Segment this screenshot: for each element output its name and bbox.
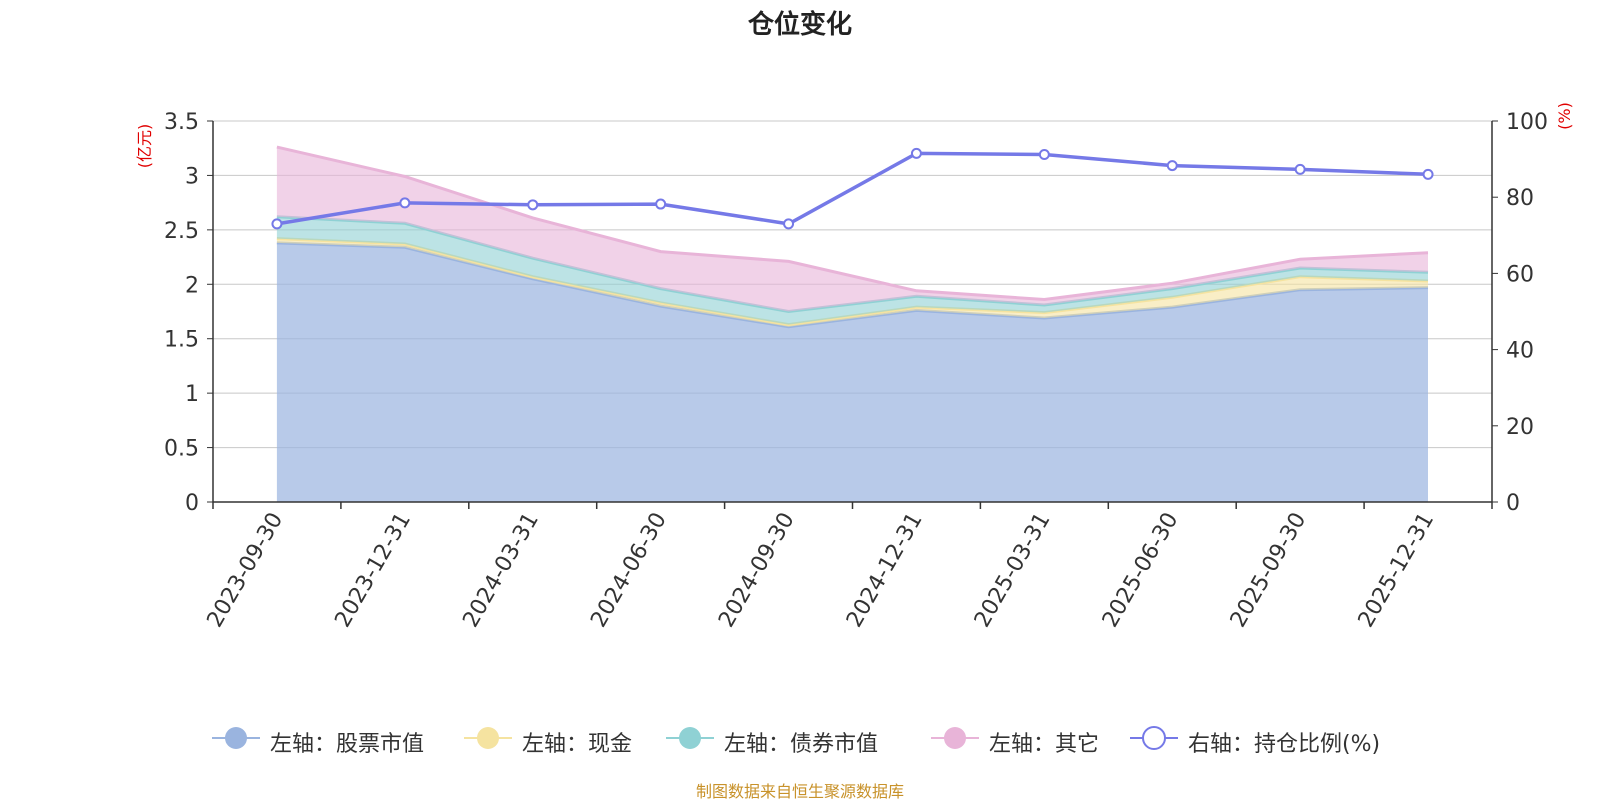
legend-swatch-icon xyxy=(212,727,260,749)
holding-ratio-point xyxy=(1294,163,1306,175)
area-series-2 xyxy=(276,216,1428,325)
legend-label: 左轴：其它 xyxy=(989,732,1100,757)
right-axis-tick-label: 0 xyxy=(1506,491,1520,516)
legend-label: 左轴：债券市值 xyxy=(724,732,879,757)
chart-title: 仓位变化 xyxy=(747,10,852,40)
holding-ratio-point xyxy=(910,147,922,159)
legend-swatch-icon xyxy=(666,727,714,749)
area-series-1 xyxy=(276,238,1428,327)
x-axis-tick-label: 2025-12-31 xyxy=(1354,509,1440,632)
area-series-0 xyxy=(276,242,1428,502)
legend-label: 右轴：持仓比例(%) xyxy=(1188,732,1381,757)
x-axis-tick-label: 2025-03-31 xyxy=(970,509,1056,632)
x-axis-tick-label: 2024-06-30 xyxy=(586,509,672,632)
x-axis-tick-label: 2024-09-30 xyxy=(714,509,800,632)
x-axis-tick-label: 2025-06-30 xyxy=(1098,509,1184,632)
legend-label: 左轴：现金 xyxy=(522,732,633,757)
legend-swatch-icon xyxy=(931,727,979,749)
area-series-3 xyxy=(276,147,1428,312)
plot-area: 0 0.5 1 1.5 2 2.5 3 3.5 0 20 40 60 80 100 2023-09-30 20… xyxy=(135,102,1574,632)
left-axis-tick-label: 3 xyxy=(185,164,199,189)
area-series-edge-3 xyxy=(276,145,1429,302)
holding-ratio-point xyxy=(527,199,539,211)
x-axis-tick-label: 2025-09-30 xyxy=(1226,509,1312,632)
holding-ratio-point xyxy=(1038,149,1050,161)
legend-swatch-icon xyxy=(1130,726,1178,750)
holding-ratio-point xyxy=(399,197,411,209)
right-axis-tick-label: 20 xyxy=(1506,415,1534,440)
left-axis-tick-label: 0 xyxy=(185,491,199,516)
left-axis-tick-label: 1.5 xyxy=(164,328,199,353)
line-series-holding-ratio xyxy=(276,151,1429,226)
left-axis-tick-label: 1 xyxy=(185,382,199,407)
x-axis-tick-label: 2024-03-31 xyxy=(458,509,544,632)
right-axis-tick-label: 60 xyxy=(1506,262,1534,287)
left-axis-tick-label: 2 xyxy=(185,273,199,298)
left-axis-tick-label: 3.5 xyxy=(164,110,199,135)
legend: 左轴：股票市值 左轴：现金 左轴：债券市值 左轴：其它 右轴：持仓比例(%) xyxy=(0,718,1600,758)
right-axis-tick-label: 40 xyxy=(1506,339,1534,364)
right-axis-unit: (%) xyxy=(1555,102,1574,130)
left-axis-tick-label: 2.5 xyxy=(164,219,199,244)
right-axis-tick-label: 100 xyxy=(1506,110,1548,135)
source-note: 制图数据来自恒生聚源数据库 xyxy=(695,782,904,801)
legend-swatch-icon xyxy=(464,727,512,749)
right-axis-tick-label: 80 xyxy=(1506,186,1534,211)
legend-label: 左轴：股票市值 xyxy=(270,732,425,757)
holding-ratio-point xyxy=(271,218,283,230)
x-axis-tick-label: 2023-09-30 xyxy=(203,509,289,632)
holding-ratio-point xyxy=(783,218,795,230)
holding-ratio-point xyxy=(1166,160,1178,172)
left-axis-tick-label: 0.5 xyxy=(164,437,199,462)
left-axis-unit: (亿元) xyxy=(135,124,154,169)
x-axis-tick-label: 2024-12-31 xyxy=(842,508,928,631)
x-axis-tick-label: 2023-12-31 xyxy=(330,508,416,631)
holding-ratio-point xyxy=(655,198,667,210)
holding-ratio-point xyxy=(1422,168,1434,180)
